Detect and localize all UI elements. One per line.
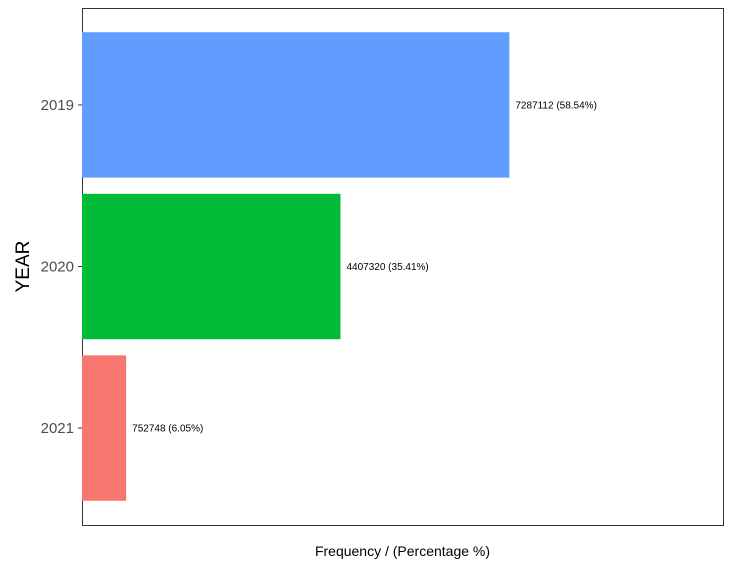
y-tick-label-2021: 2021 bbox=[41, 420, 74, 437]
data-label-2020: 4407320 (35.41%) bbox=[346, 262, 428, 273]
y-axis-ticks: 2019 2020 2021 bbox=[41, 97, 82, 437]
y-axis-title: YEAR bbox=[13, 241, 34, 293]
data-labels: 7287112 (58.54%) 4407320 (35.41%) 752748 (… bbox=[132, 100, 597, 434]
bar-2021 bbox=[82, 355, 127, 501]
data-label-2021: 752748 (6.05%) bbox=[132, 424, 203, 435]
x-axis-title: Frequency / (Percentage %) bbox=[315, 543, 490, 559]
y-tick-label-2019: 2019 bbox=[41, 97, 74, 114]
bar-2019 bbox=[82, 32, 510, 178]
y-tick-label-2020: 2020 bbox=[41, 259, 74, 276]
bars bbox=[82, 32, 510, 501]
data-label-2019: 7287112 (58.54%) bbox=[515, 100, 597, 111]
bar-2020 bbox=[82, 193, 341, 340]
